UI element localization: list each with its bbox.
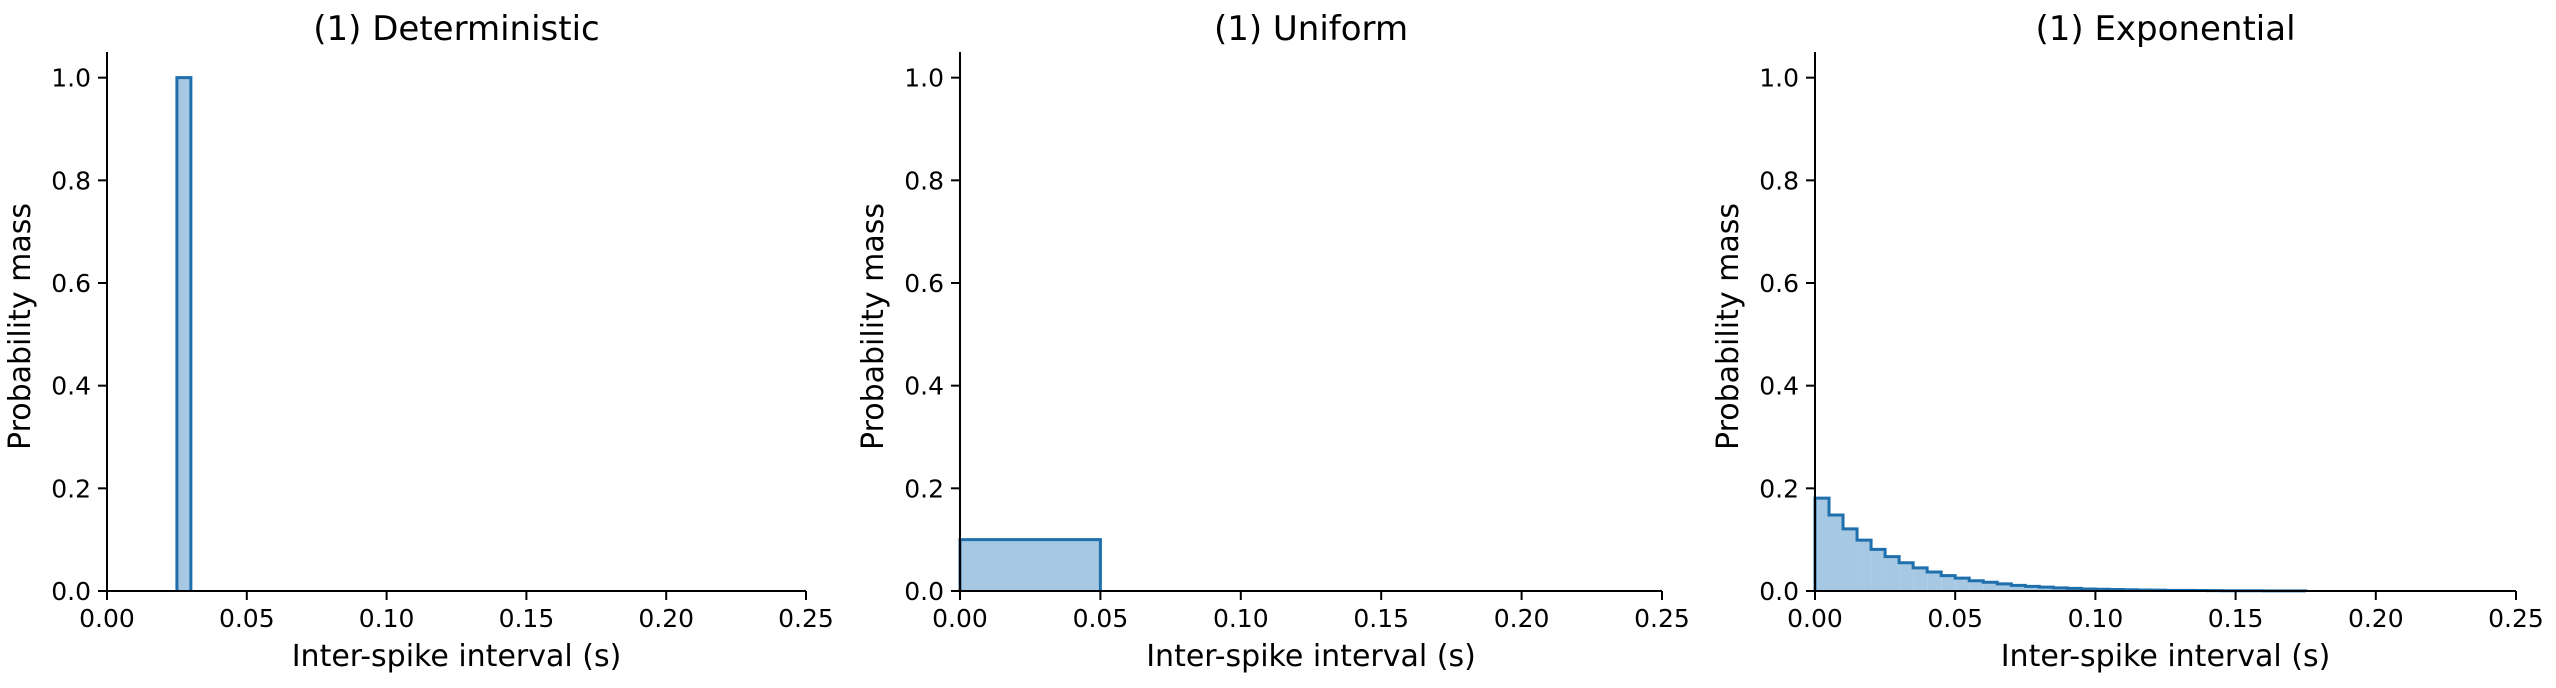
x-tick-label: 0.25	[778, 604, 834, 633]
histogram-bar	[960, 540, 1100, 591]
x-tick-label: 0.05	[1927, 604, 1983, 633]
chart-title: (1) Uniform	[1214, 9, 1408, 49]
chart-title: (1) Deterministic	[313, 9, 599, 49]
histogram-bar	[1843, 529, 1857, 591]
y-axis-label: Probability mass	[856, 203, 891, 450]
chart-panel-uniform: (1) Uniform Inter-spike interval (s) Pro…	[856, 9, 1690, 674]
chart-panel-exponential: (1) Exponential Inter-spike interval (s)…	[1711, 9, 2544, 674]
histogram-bar	[1829, 515, 1843, 591]
y-tick-label: 0.4	[51, 372, 91, 401]
x-tick-label: 0.15	[1353, 604, 1409, 633]
y-tick-label: 0.2	[51, 474, 91, 503]
x-tick-label: 0.10	[359, 604, 415, 633]
histogram-bar	[1885, 557, 1899, 591]
histogram-bar	[1857, 540, 1871, 591]
x-tick-label: 0.15	[2208, 604, 2264, 633]
x-tick-label: 0.05	[1073, 604, 1129, 633]
x-tick-label: 0.10	[1213, 604, 1269, 633]
histogram-bar	[1955, 578, 1969, 591]
y-tick-label: 1.0	[51, 64, 91, 93]
x-tick-label: 0.25	[1634, 604, 1690, 633]
y-tick-label: 0.4	[1759, 372, 1799, 401]
y-tick-label: 0.6	[904, 269, 944, 298]
chart-panel-deterministic: (1) Deterministic Inter-spike interval (…	[3, 9, 834, 674]
y-tick-label: 0.6	[1759, 269, 1799, 298]
y-tick-label: 0.4	[904, 372, 944, 401]
y-tick-label: 0.2	[1759, 474, 1799, 503]
x-tick-label: 0.00	[1787, 604, 1843, 633]
x-tick-label: 0.05	[219, 604, 275, 633]
x-axis-label: Inter-spike interval (s)	[292, 639, 622, 674]
x-tick-label: 0.00	[932, 604, 988, 633]
y-tick-label: 0.8	[51, 166, 91, 195]
histogram-bar	[177, 78, 191, 591]
x-tick-label: 0.20	[638, 604, 694, 633]
y-tick-label: 0.0	[1759, 577, 1799, 606]
y-tick-label: 0.6	[51, 269, 91, 298]
histogram-bar	[1941, 576, 1955, 591]
histogram-bar	[1969, 581, 1983, 591]
y-tick-label: 0.2	[904, 474, 944, 503]
y-tick-label: 1.0	[904, 64, 944, 93]
y-tick-label: 0.0	[51, 577, 91, 606]
y-tick-label: 0.8	[904, 166, 944, 195]
y-axis-label: Probability mass	[3, 203, 38, 450]
histogram-bar	[1913, 568, 1927, 591]
chart-title: (1) Exponential	[2035, 9, 2295, 49]
x-axis-label: Inter-spike interval (s)	[1146, 639, 1476, 674]
x-tick-label: 0.15	[499, 604, 555, 633]
x-axis-label: Inter-spike interval (s)	[2001, 639, 2331, 674]
x-tick-label: 0.20	[2348, 604, 2404, 633]
histogram-bar	[1927, 572, 1941, 591]
histogram-bar	[1899, 563, 1913, 591]
histogram-bar	[1815, 498, 1829, 591]
x-tick-label: 0.20	[1494, 604, 1550, 633]
histogram-bar	[1871, 549, 1885, 591]
y-tick-label: 1.0	[1759, 64, 1799, 93]
y-tick-label: 0.0	[904, 577, 944, 606]
x-tick-label: 0.10	[2068, 604, 2124, 633]
y-axis-label: Probability mass	[1711, 203, 1746, 450]
x-tick-label: 0.25	[2488, 604, 2544, 633]
y-tick-label: 0.8	[1759, 166, 1799, 195]
x-tick-label: 0.00	[79, 604, 135, 633]
